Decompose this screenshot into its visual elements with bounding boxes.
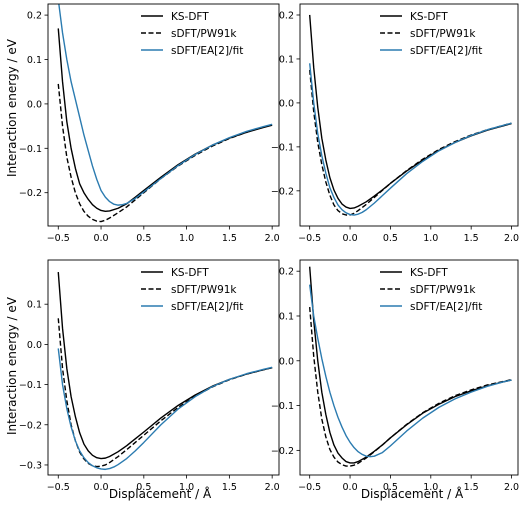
x-tick-label: 1.0 bbox=[179, 233, 194, 244]
x-tick-label: 0.0 bbox=[343, 233, 358, 244]
x-tick-label: 1.5 bbox=[222, 482, 237, 493]
plot-frame bbox=[47, 259, 280, 476]
legend: KS-DFT sDFT/PW91k sDFT/EA[2]/fit bbox=[380, 267, 482, 313]
y-tick-label: 0.0 bbox=[279, 98, 294, 109]
chart-panel-3: −0.5 0.0 0.5 1.0 1.5 2.0 0.1 0.0 −0.1 −0.2 −0.3 KS-… bbox=[19, 259, 280, 493]
x-tick-label: −0.5 bbox=[298, 482, 321, 493]
legend-label: sDFT/PW91k bbox=[171, 284, 237, 296]
y-tick-label: 0.0 bbox=[27, 340, 42, 351]
series-line-sdft-pw91k bbox=[308, 306, 512, 467]
x-tick-label: 0.5 bbox=[136, 482, 151, 493]
legend-label: KS-DFT bbox=[410, 11, 448, 23]
legend-label: KS-DFT bbox=[410, 267, 448, 279]
plot-frame bbox=[299, 259, 519, 476]
series-line-sdft-pw91k bbox=[57, 83, 273, 223]
y-axis-label-bottom: Interaction energy / eV bbox=[5, 296, 19, 435]
legend-label: KS-DFT bbox=[171, 11, 209, 23]
legend-label: sDFT/EA[2]/fit bbox=[171, 301, 243, 313]
x-tick-label: 2.0 bbox=[504, 482, 519, 493]
y-tick-label: −0.2 bbox=[19, 420, 42, 431]
x-tick-label: 0.5 bbox=[383, 233, 398, 244]
x-tick-label: 1.5 bbox=[464, 233, 479, 244]
y-tick-label: 0.0 bbox=[279, 356, 294, 367]
x-tick-label: 2.0 bbox=[265, 233, 280, 244]
legend-label: sDFT/PW91k bbox=[410, 284, 476, 296]
x-tick-label: 1.0 bbox=[179, 482, 194, 493]
x-tick-label: 0.5 bbox=[383, 482, 398, 493]
chart-panel-4: −0.5 0.0 0.5 1.0 1.5 2.0 0.2 0.1 0.0 −0.1 −0.2 KS-D… bbox=[271, 259, 519, 493]
y-tick-label: −0.2 bbox=[271, 446, 294, 457]
series-line-ks-dft bbox=[308, 14, 512, 210]
x-tick-label: 1.0 bbox=[423, 482, 438, 493]
x-axis-label-left: Displacement / Å bbox=[109, 486, 212, 501]
x-tick-label: 2.0 bbox=[265, 482, 280, 493]
y-tick-label: −0.2 bbox=[19, 188, 42, 199]
y-tick-label: −0.1 bbox=[19, 144, 42, 155]
legend-label: sDFT/EA[2]/fit bbox=[410, 301, 482, 313]
series-line-sdft-ea-2-fit bbox=[308, 284, 512, 458]
x-tick-label: 2.0 bbox=[504, 233, 519, 244]
y-tick-label: 0.1 bbox=[279, 54, 294, 65]
plot-frame bbox=[299, 3, 519, 227]
series-line-sdft-ea-2-fit bbox=[57, 348, 273, 471]
y-tick-label: −0.1 bbox=[271, 401, 294, 412]
y-tick-label: 0.2 bbox=[279, 10, 294, 21]
legend: KS-DFT sDFT/PW91k sDFT/EA[2]/fit bbox=[380, 11, 482, 57]
x-tick-label: 1.0 bbox=[423, 233, 438, 244]
legend-label: sDFT/PW91k bbox=[171, 28, 237, 40]
y-tick-label: 0.1 bbox=[279, 311, 294, 322]
y-tick-label: −0.2 bbox=[271, 186, 294, 197]
y-tick-label: 0.1 bbox=[27, 55, 42, 66]
legend-label: sDFT/EA[2]/fit bbox=[171, 45, 243, 57]
plot-frame bbox=[47, 3, 280, 227]
series-line-sdft-ea-2-fit bbox=[308, 63, 512, 216]
series-line-sdft-ea-2-fit bbox=[58, 4, 273, 206]
x-tick-label: 0.0 bbox=[93, 233, 108, 244]
x-tick-label: 1.5 bbox=[222, 233, 237, 244]
legend-label: KS-DFT bbox=[171, 267, 209, 279]
x-tick-label: −0.5 bbox=[298, 233, 321, 244]
legend-label: sDFT/EA[2]/fit bbox=[410, 45, 482, 57]
y-tick-label: 0.1 bbox=[27, 300, 42, 311]
x-tick-label: −0.5 bbox=[47, 233, 70, 244]
chart-panel-2: −0.5 0.0 0.5 1.0 1.5 2.0 0.2 0.1 0.0 −0.1 −0.2 KS-D… bbox=[271, 3, 519, 244]
y-tick-label: 0.0 bbox=[27, 99, 42, 110]
legend-label: sDFT/PW91k bbox=[410, 28, 476, 40]
legend: KS-DFT sDFT/PW91k sDFT/EA[2]/fit bbox=[141, 11, 243, 57]
y-axis-label-top: Interaction energy / eV bbox=[5, 38, 19, 177]
y-tick-label: −0.1 bbox=[19, 380, 42, 391]
y-tick-label: −0.3 bbox=[19, 460, 42, 471]
x-tick-label: 0.0 bbox=[343, 482, 358, 493]
y-tick-label: 0.2 bbox=[279, 267, 294, 278]
series-line-sdft-pw91k bbox=[308, 69, 512, 216]
x-tick-label: 1.5 bbox=[464, 482, 479, 493]
y-tick-label: 0.2 bbox=[27, 11, 42, 22]
x-axis-label-right: Displacement / Å bbox=[361, 486, 464, 501]
x-tick-label: 0.5 bbox=[136, 233, 151, 244]
x-tick-label: −0.5 bbox=[47, 482, 70, 493]
x-tick-label: 0.0 bbox=[93, 482, 108, 493]
legend: KS-DFT sDFT/PW91k sDFT/EA[2]/fit bbox=[141, 267, 243, 313]
y-tick-label: −0.1 bbox=[271, 142, 294, 153]
series-line-sdft-pw91k bbox=[57, 318, 273, 468]
chart-panel-1: −0.5 0.0 0.5 1.0 1.5 2.0 0.2 0.1 0.0 −0.1 −0.2 KS-D… bbox=[19, 3, 280, 244]
series-line-ks-dft bbox=[308, 266, 512, 464]
